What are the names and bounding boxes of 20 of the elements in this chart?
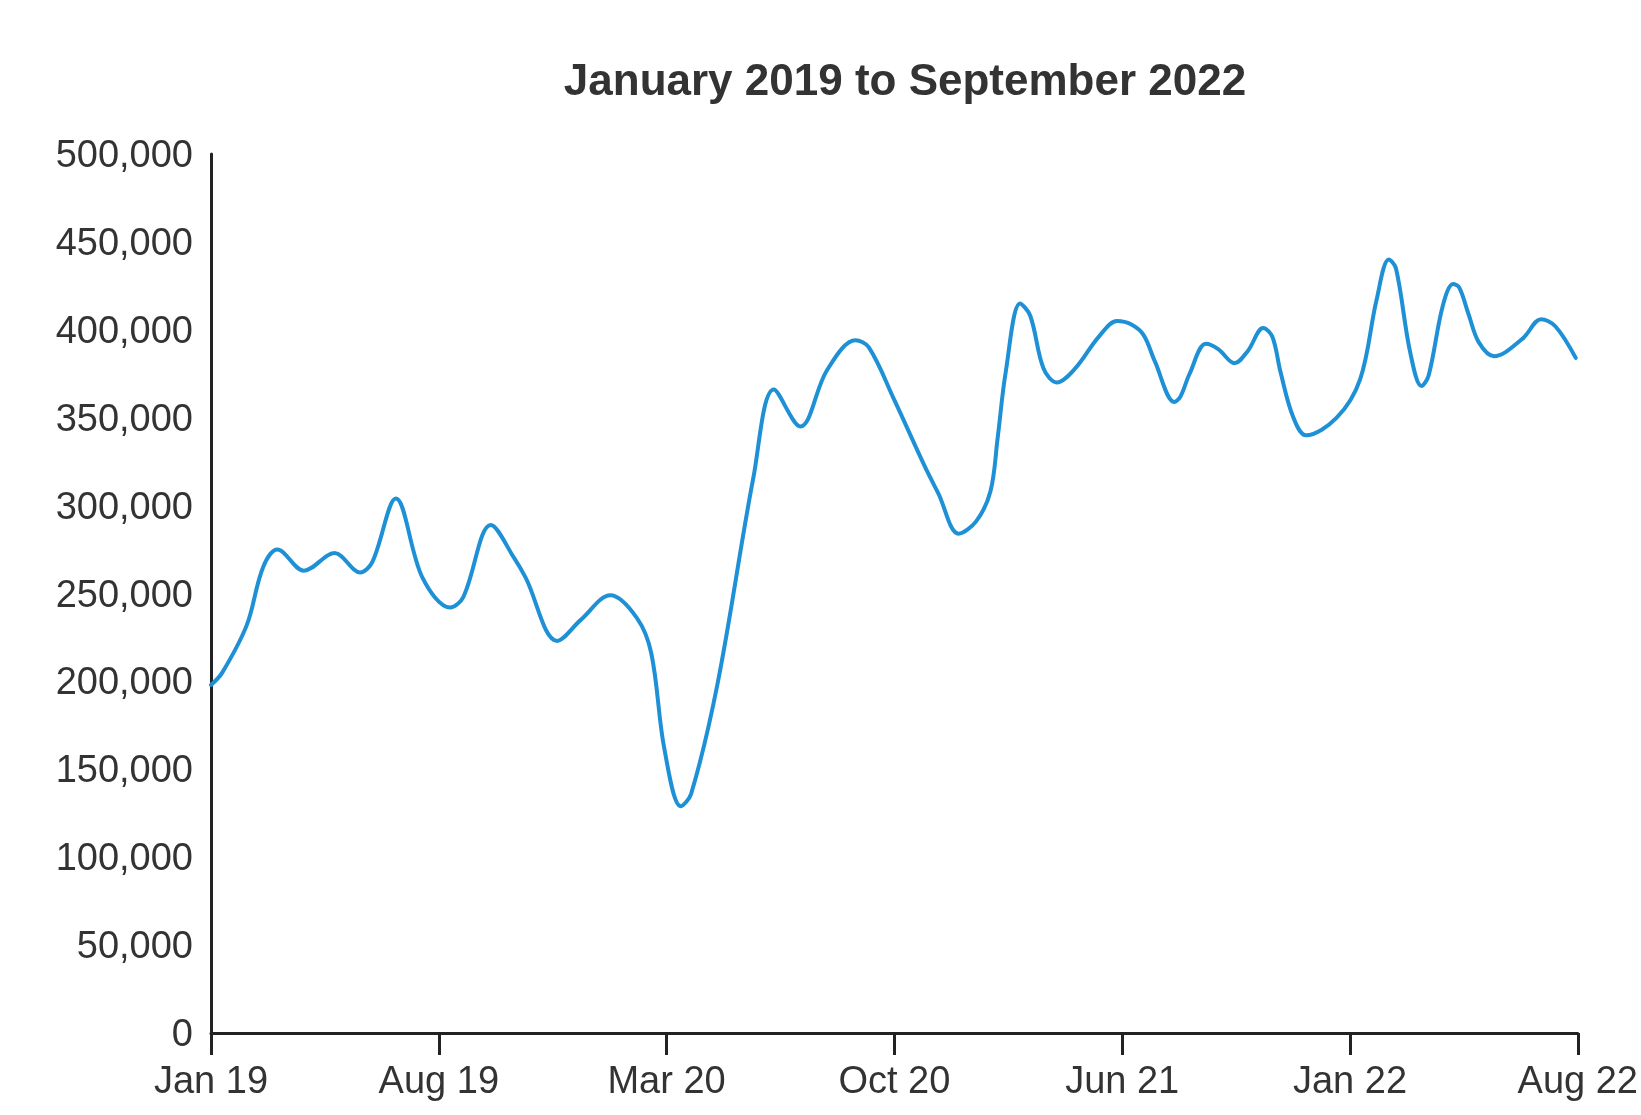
x-tick-label: Aug 19 [378,1059,500,1101]
y-tick-label: 450,000 [55,220,193,263]
line-series [209,257,1578,809]
x-tick-label: Jun 21 [1065,1059,1180,1101]
x-tick-label: Oct 20 [838,1059,951,1101]
x-tick-label: Jan 19 [153,1059,269,1101]
y-tick-label: 100,000 [55,836,193,879]
y-tick-label: 50,000 [76,924,193,967]
chart-title: January 2019 to September 2022 [563,54,1247,104]
x-tick-label: Aug 22 [1517,1059,1639,1101]
x-tick-label: Jan 22 [1292,1059,1408,1101]
y-tick-label: 0 [171,1012,193,1054]
y-tick-label: 150,000 [55,748,193,791]
y-tick-label: 200,000 [55,660,193,703]
y-tick-label: 500,000 [55,133,193,175]
y-tick-label: 400,000 [55,308,193,351]
y-tick-label: 250,000 [55,572,193,615]
y-tick-label: 350,000 [55,396,193,439]
x-tick-label: Mar 20 [607,1059,726,1101]
y-tick-label: 300,000 [55,484,193,527]
